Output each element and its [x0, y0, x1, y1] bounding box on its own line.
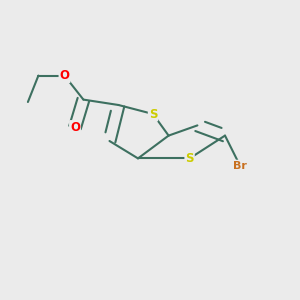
- Text: S: S: [185, 152, 194, 165]
- Text: O: O: [59, 69, 70, 82]
- Text: O: O: [70, 121, 80, 134]
- Text: S: S: [149, 107, 157, 121]
- Text: Br: Br: [233, 160, 247, 171]
